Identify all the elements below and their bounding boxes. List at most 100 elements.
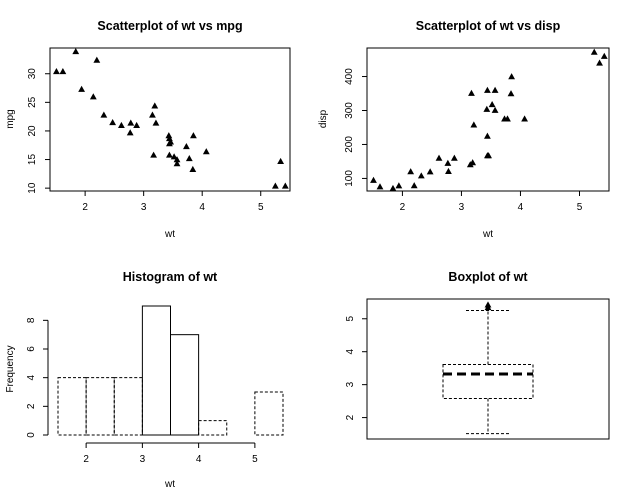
histogram-bar (113, 377, 143, 436)
data-point (166, 151, 173, 158)
data-point (445, 167, 452, 175)
panel-histogram-wt: Histogram of wt wt Frequency 2 3 4 5 0 2 4 6 8 (5, 270, 284, 490)
y-tick-label: 5 (345, 316, 356, 322)
histogram-bar (85, 377, 115, 436)
histogram-bar (170, 334, 200, 436)
data-point (435, 154, 443, 161)
data-point (173, 160, 181, 167)
y-axis-label: Frequency (5, 345, 16, 392)
data-point (444, 159, 452, 166)
y-tick-label: 10 (27, 182, 38, 194)
box-iqr (442, 364, 534, 399)
boxplot (442, 301, 534, 435)
histogram-bar (198, 420, 228, 436)
chart-title: Boxplot of wt (448, 270, 528, 284)
data-point (182, 142, 190, 150)
data-point (507, 90, 515, 97)
y-axis-label: disp (318, 109, 329, 128)
data-point (600, 52, 608, 59)
y-tick-label: 4 (26, 374, 37, 380)
data-point (470, 121, 478, 128)
y-axis: 0 2 4 6 8 (26, 317, 49, 438)
y-axis: 100 200 300 400 (344, 68, 368, 187)
y-tick-label: 0 (26, 432, 37, 438)
data-point (189, 165, 197, 172)
y-tick-label: 25 (27, 96, 38, 108)
data-point (149, 111, 156, 118)
data-point (484, 132, 491, 139)
data-point (53, 68, 60, 75)
y-tick-label: 20 (27, 125, 38, 137)
chart-title: Scatterplot of wt vs mpg (97, 19, 242, 33)
data-point (417, 172, 425, 179)
plot-frame (49, 47, 291, 192)
data-point (118, 121, 125, 128)
x-tick-label: 3 (459, 202, 465, 213)
data-point (468, 89, 475, 96)
data-point (488, 100, 496, 108)
panel-wt-vs-disp: Scatterplot of wt vs disp wt disp 2 3 4 5 1… (318, 19, 610, 240)
x-tick-label: 4 (518, 202, 524, 213)
y-tick-label: 300 (344, 102, 355, 119)
data-point (590, 48, 598, 55)
data-point (376, 183, 384, 190)
data-point (173, 156, 181, 163)
data-point (89, 93, 97, 100)
x-tick-label: 4 (199, 202, 205, 213)
data-point (508, 73, 516, 80)
data-point (277, 157, 285, 164)
y-tick-label: 4 (345, 348, 356, 354)
data-point (521, 115, 528, 122)
histogram-bar (254, 391, 284, 436)
histogram-bars (57, 305, 284, 436)
x-tick-label: 4 (196, 454, 202, 465)
x-tick-label: 5 (577, 202, 583, 213)
x-tick-label: 3 (141, 202, 147, 213)
x-axis: 2 3 4 5 (83, 442, 258, 465)
scatter-points (370, 48, 608, 191)
plot-frame (366, 47, 610, 192)
data-point (93, 56, 101, 63)
y-tick-label: 3 (345, 381, 356, 387)
data-point (100, 111, 108, 118)
y-axis: 2 3 4 5 (345, 316, 368, 420)
x-axis: 2 3 4 5 (82, 190, 264, 213)
data-point (127, 119, 135, 126)
y-tick-label: 6 (26, 346, 37, 352)
data-point (491, 86, 499, 93)
histogram-bar (57, 377, 87, 436)
y-tick-label: 15 (27, 154, 38, 166)
data-point (59, 68, 67, 75)
y-tick-label: 30 (27, 68, 38, 80)
data-point (469, 159, 477, 166)
data-point (170, 153, 178, 160)
x-tick-label: 2 (400, 202, 406, 213)
x-tick-label: 3 (140, 454, 146, 465)
x-tick-label: 5 (258, 202, 264, 213)
chart-title: Scatterplot of wt vs disp (416, 19, 561, 33)
x-axis-label: wt (164, 479, 175, 490)
panel-boxplot-wt: Boxplot of wt 2 3 4 5 (345, 270, 610, 440)
histogram-bar (141, 305, 171, 436)
data-point (281, 182, 289, 189)
scatter-points (53, 48, 289, 189)
data-point (407, 168, 415, 175)
data-point (109, 118, 117, 126)
data-point (133, 121, 141, 128)
data-point (450, 154, 458, 161)
x-tick-label: 2 (82, 202, 88, 213)
data-point (126, 129, 134, 136)
data-point (152, 119, 160, 126)
data-point (165, 132, 173, 139)
data-point (485, 152, 492, 159)
data-point (167, 138, 174, 145)
y-tick-label: 200 (344, 136, 355, 153)
data-point (190, 132, 197, 139)
y-tick-label: 100 (344, 170, 355, 187)
y-axis-label: mpg (5, 109, 16, 128)
x-axis-label: wt (482, 229, 493, 240)
data-point (202, 148, 210, 155)
y-tick-label: 2 (26, 403, 37, 409)
